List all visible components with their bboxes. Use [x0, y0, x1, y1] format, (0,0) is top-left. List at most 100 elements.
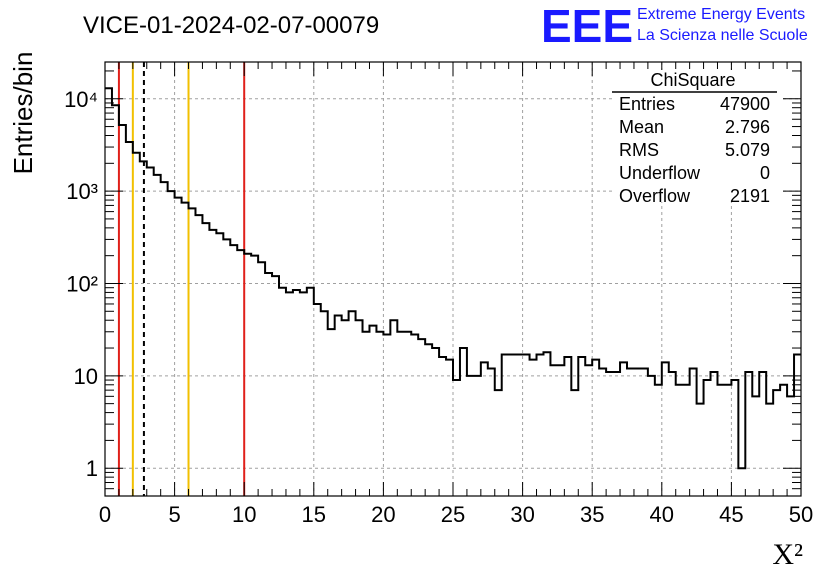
axis-ticks: [104, 62, 802, 497]
histogram-bin: [189, 208, 196, 496]
histogram-bin: [272, 276, 279, 496]
y-tick-label: 10²: [66, 271, 98, 296]
histogram-bin: [342, 320, 349, 496]
histogram-bin: [564, 357, 571, 496]
histogram-bin: [175, 198, 182, 496]
histogram-bin: [724, 385, 731, 496]
histogram-bin: [697, 404, 704, 496]
histogram-bin: [356, 320, 363, 496]
stats-box: ChiSquare Entries 47900 Mean 2.796 RMS 5.079 U…: [612, 70, 780, 206]
stats-title: ChiSquare: [650, 70, 735, 90]
histogram-bin: [112, 105, 119, 496]
histogram-bin: [516, 355, 523, 496]
y-axis-label: Entries/bin: [8, 52, 38, 175]
histogram-bin: [328, 329, 335, 496]
stats-value: 2.796: [725, 117, 770, 137]
x-tick-label: 30: [510, 502, 534, 527]
histogram-bin: [711, 372, 718, 496]
histogram-bin: [571, 390, 578, 496]
histogram-bin: [787, 396, 794, 496]
histogram-bin: [425, 344, 432, 496]
histogram-bin: [620, 362, 627, 496]
histogram-bin: [495, 390, 502, 496]
histogram-bin: [293, 290, 300, 496]
stats-label: Entries: [619, 94, 675, 114]
histogram-bin: [557, 365, 564, 496]
histogram-bin: [648, 376, 655, 496]
stats-row: Mean 2.796: [619, 117, 770, 137]
histogram-bin: [161, 182, 168, 496]
histogram-bin: [773, 390, 780, 496]
histogram-bin: [683, 385, 690, 496]
stats-label: Mean: [619, 117, 664, 137]
x-tick-label: 35: [580, 502, 604, 527]
histogram-bin: [376, 332, 383, 496]
histogram-bin: [314, 304, 321, 496]
histogram-bin: [307, 288, 314, 496]
stats-row: RMS 5.079: [619, 140, 770, 160]
x-tick-labels: 0 5 10 15 20 25 30 35 40 45 50: [99, 502, 813, 527]
histogram-bin: [752, 396, 759, 496]
histogram-bin: [363, 332, 370, 496]
histogram-bin: [578, 357, 585, 496]
x-tick-label: 50: [789, 502, 813, 527]
histogram-bin: [126, 142, 133, 496]
histogram-bin: [460, 348, 467, 496]
histogram-bin: [780, 385, 787, 496]
x-axis-label: X²: [772, 538, 803, 571]
histogram-bin: [223, 239, 230, 496]
y-tick-label: 10: [74, 364, 98, 389]
histogram-bin: [195, 215, 202, 496]
x-tick-label: 20: [371, 502, 395, 527]
histogram-outline: [105, 87, 801, 470]
histogram-bin: [502, 355, 509, 496]
logo-line-2: La Scienza nelle Scuole: [637, 27, 808, 44]
histogram-bin: [258, 262, 265, 496]
histogram-bin: [133, 153, 140, 496]
histogram-bin: [627, 369, 634, 496]
histogram-bin: [439, 357, 446, 496]
histogram-bin: [550, 365, 557, 496]
histogram-bin: [509, 355, 516, 496]
stats-value: 0: [760, 163, 770, 183]
histogram-bin: [453, 380, 460, 496]
histogram-bin: [717, 385, 724, 496]
histogram-bin: [446, 360, 453, 496]
histogram-bin: [599, 369, 606, 496]
histogram-bin: [537, 355, 544, 496]
histogram-bin: [119, 125, 126, 496]
histogram-bin: [655, 385, 662, 496]
histogram-bin: [349, 311, 356, 496]
histogram-bin: [383, 335, 390, 496]
histogram-bin: [669, 372, 676, 496]
x-tick-label: 45: [719, 502, 743, 527]
histogram-bin: [182, 203, 189, 496]
stats-row: Overflow 2191: [619, 186, 770, 206]
stats-value: 5.079: [725, 140, 770, 160]
histogram-bin: [634, 369, 641, 496]
histogram-bin: [230, 245, 237, 496]
stats-value: 47900: [720, 94, 770, 114]
histogram-bin: [641, 369, 648, 496]
histogram-bin: [488, 369, 495, 496]
histogram-bin: [279, 288, 286, 496]
histogram-bin: [286, 292, 293, 496]
histogram-bin: [704, 380, 711, 496]
y-tick-labels: 1 10 10² 10³ 10⁴: [64, 87, 98, 481]
histogram-bin: [265, 273, 272, 496]
histogram-bin: [251, 256, 258, 496]
histogram-bin: [335, 316, 342, 496]
histogram-bin: [766, 404, 773, 496]
histogram-bin: [474, 376, 481, 496]
histogram-bin: [530, 360, 537, 496]
histogram-bin: [731, 380, 738, 496]
histogram-bin: [662, 362, 669, 496]
stats-row: Underflow 0: [619, 163, 770, 183]
histogram-bin: [585, 365, 592, 496]
x-tick-label: 0: [99, 502, 111, 527]
stats-rows: Entries 47900 Mean 2.796 RMS 5.079 Underflow 0 O…: [619, 94, 770, 206]
y-tick-label: 1: [86, 456, 98, 481]
stats-label: Underflow: [619, 163, 701, 183]
histogram-bin: [404, 332, 411, 496]
y-tick-label: 10³: [66, 179, 98, 204]
